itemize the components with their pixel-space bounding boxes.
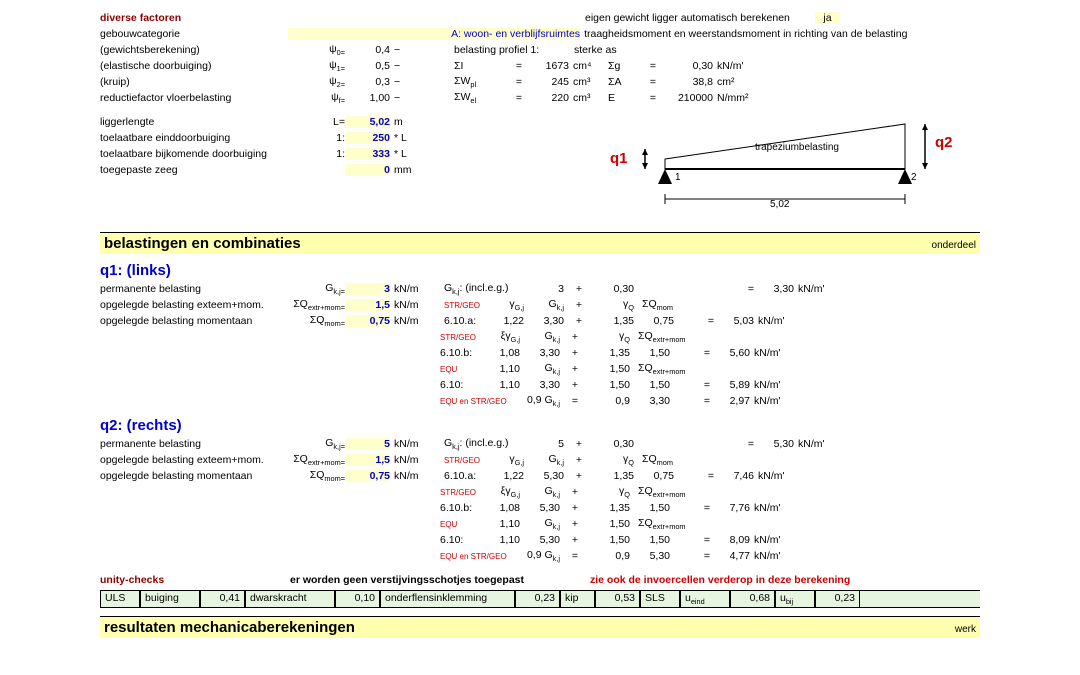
gebouw-val[interactable]: A: woon- en verblijfsruimtes	[288, 28, 580, 40]
zeeg-val[interactable]: 0	[345, 164, 390, 176]
section-resultaten: resultaten mechanicaberekeningenwerk	[100, 616, 980, 638]
traag-label: traagheidsmoment en weerstandsmoment in …	[580, 28, 980, 40]
kruip-label: (kruip)	[100, 76, 290, 88]
q1-heading: q1: (links)	[100, 262, 980, 279]
elast-label: (elastische doorbuiging)	[100, 60, 290, 72]
ligger-val[interactable]: 5,02	[345, 116, 390, 128]
q2-heading: q2: (rechts)	[100, 417, 980, 434]
bijk-val[interactable]: 333	[345, 148, 390, 160]
profiel-label: belasting profiel 1:	[444, 44, 574, 56]
uc-title: unity-checks	[100, 574, 290, 586]
autocalc-val[interactable]: ja	[815, 12, 840, 24]
gewichts-label: (gewichtsberekening)	[100, 44, 290, 56]
q1-ext-val[interactable]: 1,5	[345, 299, 390, 311]
psi0-val: 0,4	[345, 44, 390, 56]
unity-checks-row: ULS buiging 0,41 dwarskracht 0,10 onderf…	[100, 590, 980, 608]
q2-mom-val[interactable]: 0,75	[345, 470, 390, 482]
autocalc-label: eigen gewicht ligger automatisch bereken…	[585, 12, 815, 24]
gebouw-label: gebouwcategorie	[100, 28, 288, 40]
reduc-label: reductiefactor vloerbelasting	[100, 92, 290, 104]
section-belastingen: belastingen en combinatiesonderdeel	[100, 232, 980, 254]
q2-ext-val[interactable]: 1,5	[345, 454, 390, 466]
psi0-sym: ψ0=	[290, 43, 345, 57]
diverse-label: diverse factoren	[100, 12, 290, 24]
eind-label: toelaatbare einddoorbuiging	[100, 132, 290, 144]
q1-mom-val[interactable]: 0,75	[345, 315, 390, 327]
eind-val[interactable]: 250	[345, 132, 390, 144]
zeeg-label: toegepaste zeeg	[100, 164, 290, 176]
load-diagram: q1 q2 trapeziumbelasting 1 2 5,02	[615, 114, 915, 224]
q1-perm-val[interactable]: 3	[345, 283, 390, 295]
ligger-label: liggerlengte	[100, 116, 290, 128]
bijk-label: toelaatbare bijkomende doorbuiging	[100, 148, 290, 160]
sterke-label: sterke as	[574, 44, 654, 56]
q2-perm-val[interactable]: 5	[345, 438, 390, 450]
